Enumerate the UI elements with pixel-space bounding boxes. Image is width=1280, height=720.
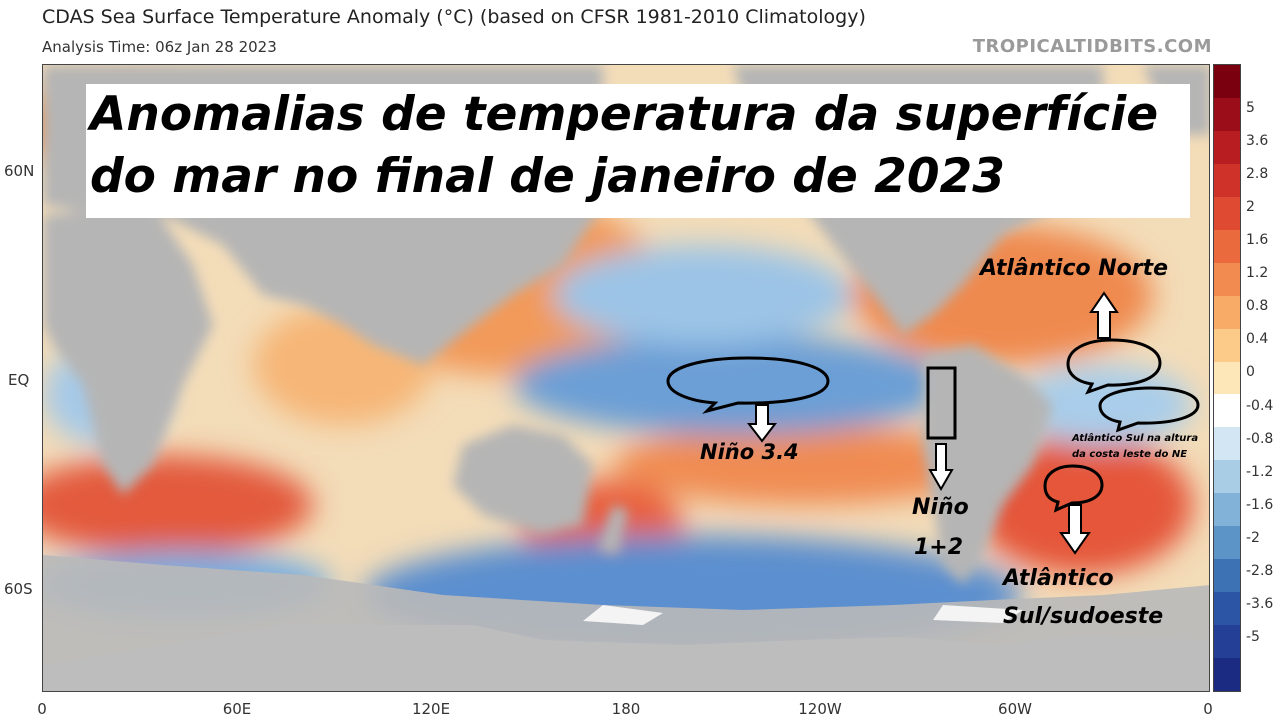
colorbar-tick-label: 1.6 [1246, 232, 1269, 249]
colorbar-segment [1214, 625, 1240, 659]
site-credit: TROPICALTIDBITS.COM [972, 36, 1212, 57]
colorbar-tick-label: -3.6 [1246, 595, 1274, 612]
colorbar-segment [1214, 328, 1240, 363]
colorbar-segment [1214, 427, 1240, 461]
colorbar-segment [1214, 196, 1240, 231]
nino12-arrow [928, 443, 954, 491]
colorbar-tick-label: -0.4 [1246, 397, 1274, 414]
colorbar-segment [1214, 97, 1240, 132]
overlay-title-background [86, 84, 1190, 218]
x-label-120w: 120W [798, 700, 842, 718]
label-nino12-line1: Niño [912, 495, 969, 520]
label-nino34: Niño 3.4 [700, 440, 799, 464]
colorbar-segment [1214, 361, 1240, 395]
colorbar-tick-label: 0.8 [1246, 298, 1269, 315]
nino12-box [926, 366, 957, 440]
colorbar-tick-label: 0.4 [1246, 331, 1269, 348]
colorbar-tick-label: -1.6 [1246, 496, 1274, 513]
colorbar-tick-label: -2 [1246, 529, 1260, 546]
x-label-60w: 60W [998, 700, 1032, 718]
colorbar-segment [1214, 229, 1240, 264]
colorbar-tick-label: 1.2 [1246, 265, 1269, 282]
nino34-speech-bubble [666, 356, 830, 414]
nino34-arrow [746, 404, 778, 443]
x-label-0-end: 0 [1203, 700, 1213, 718]
y-label-60s: 60S [4, 580, 33, 598]
x-label-180: 180 [611, 700, 641, 718]
x-label-60e: 60E [222, 700, 252, 718]
colorbar-segment [1214, 460, 1240, 494]
colorbar-segment [1214, 163, 1240, 198]
colorbar-segment [1214, 592, 1240, 626]
y-label-eq: EQ [8, 371, 30, 389]
analysis-time: Analysis Time: 06z Jan 28 2023 [42, 38, 277, 56]
x-label-0: 0 [37, 700, 47, 718]
atl-norte-arrow [1089, 291, 1119, 339]
atl-norte-speech-bubble [1066, 338, 1162, 395]
colorbar-segment [1214, 262, 1240, 297]
label-atl-sul-line1: Atlântico [1003, 566, 1114, 591]
label-atl-sul-line2: Sul/sudoeste [1003, 604, 1164, 629]
colorbar-tick-label: 3.6 [1246, 133, 1269, 150]
colorbar-segment [1214, 394, 1240, 428]
label-atl-ne-line2: da costa leste do NE [1072, 449, 1188, 460]
colorbar-tick-label: -0.8 [1246, 430, 1274, 447]
atl-sul-speech-bubble [1043, 464, 1104, 513]
label-nino12-line2: 1+2 [914, 535, 964, 560]
colorbar-tick-label: -5 [1246, 628, 1260, 645]
colorbar-segment [1214, 65, 1240, 99]
colorbar-tick-label: -2.8 [1246, 562, 1274, 579]
overlay-title-line1: Anomalias de temperatura da superfície [90, 87, 1159, 142]
overlay-title-line2: do mar no final de janeiro de 2023 [90, 149, 1005, 204]
colorbar-segment [1214, 493, 1240, 527]
colorbar-tick-label: 2 [1246, 199, 1255, 216]
colorbar-segment [1214, 658, 1240, 692]
colorbar-segment [1214, 295, 1240, 330]
x-label-120e: 120E [411, 700, 451, 718]
antarctica [43, 625, 1209, 691]
colorbar-segment [1214, 526, 1240, 560]
y-label-60n: 60N [4, 162, 35, 180]
atl-sul-arrow [1059, 504, 1091, 555]
colorbar-segment [1214, 559, 1240, 593]
colorbar-tick-label: 2.8 [1246, 166, 1269, 183]
colorbar [1213, 64, 1241, 692]
colorbar-tick-label: 5 [1246, 100, 1255, 117]
atl-ne-speech-bubble [1098, 386, 1200, 433]
label-atl-norte: Atlântico Norte [980, 256, 1169, 281]
map-title: CDAS Sea Surface Temperature Anomaly (°C… [42, 6, 866, 28]
colorbar-tick-label: 0 [1246, 364, 1255, 381]
colorbar-tick-label: -1.2 [1246, 463, 1274, 480]
colorbar-segment [1214, 130, 1240, 165]
label-atl-ne-line1: Atlântico Sul na altura [1072, 433, 1199, 444]
overlay-title: Anomalias de temperatura da superfície d… [90, 84, 1190, 208]
